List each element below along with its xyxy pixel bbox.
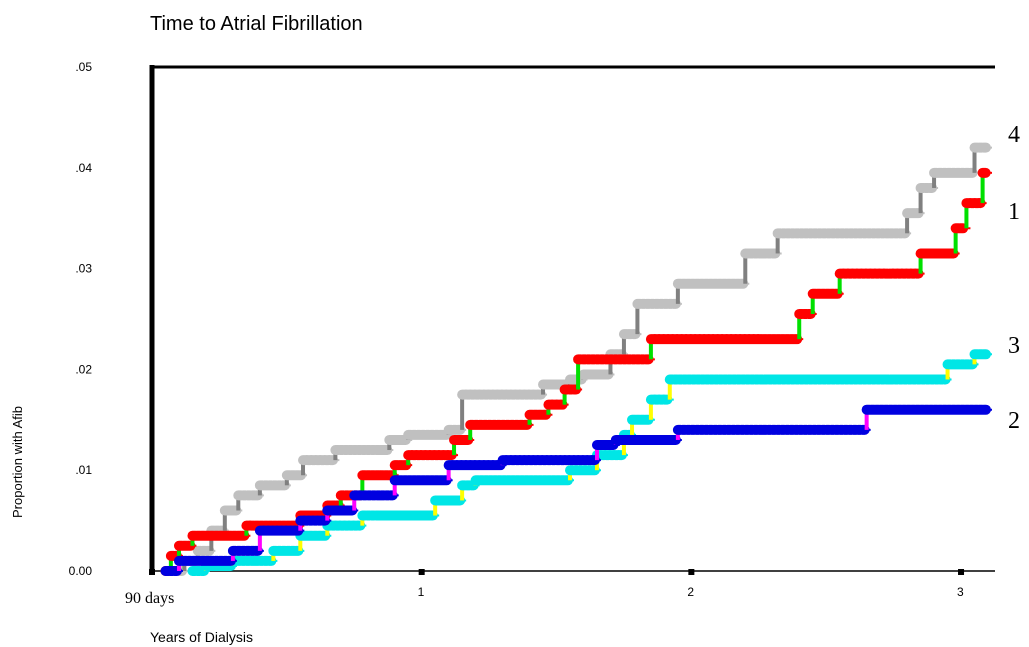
x-tick-mark bbox=[958, 569, 965, 575]
series-2 bbox=[160, 404, 992, 576]
series-end-label: 4 bbox=[1008, 122, 1020, 148]
series-end-label: 3 bbox=[1008, 333, 1020, 359]
series-layer bbox=[160, 142, 992, 576]
x-tick-label: 1 bbox=[418, 585, 425, 599]
y-tick-label: .04 bbox=[75, 161, 92, 175]
y-tick-label: .01 bbox=[75, 463, 92, 477]
y-axis-label: Proportion with Afib bbox=[10, 406, 25, 518]
x-tick-label: 2 bbox=[687, 585, 694, 599]
series-end-label: 1 bbox=[1008, 199, 1020, 225]
x-tick-mark bbox=[149, 569, 155, 575]
x-tick-label: 3 bbox=[957, 585, 964, 599]
x-tick-mark bbox=[418, 569, 425, 575]
x-axis-label: Years of Dialysis bbox=[150, 629, 253, 645]
series-end-label: 2 bbox=[1008, 408, 1020, 434]
plot-area bbox=[149, 65, 995, 572]
x-tick-label: 90 days bbox=[125, 590, 174, 607]
series-1 bbox=[160, 167, 992, 576]
x-tick-mark bbox=[688, 569, 695, 575]
series-4 bbox=[160, 142, 992, 576]
series-3 bbox=[187, 349, 992, 576]
chart-title: Time to Atrial Fibrillation bbox=[150, 13, 363, 35]
x-axis-ticks: 90 days 1 2 3 bbox=[125, 569, 965, 607]
y-tick-label: .05 bbox=[75, 60, 92, 74]
series-end-labels: 4 1 3 2 bbox=[1008, 122, 1020, 434]
y-tick-label: .02 bbox=[75, 362, 92, 376]
y-tick-label: .03 bbox=[75, 262, 92, 276]
y-axis-ticks: 0.00 .01 .02 .03 .04 .05 bbox=[69, 60, 93, 578]
y-tick-label: 0.00 bbox=[69, 564, 93, 578]
